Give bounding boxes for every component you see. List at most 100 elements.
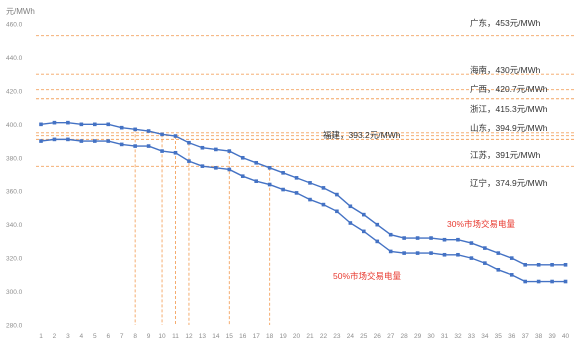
- vertical-markers: [134, 129, 271, 325]
- y-tick-label: 400.0: [6, 122, 23, 129]
- data-point: [469, 241, 474, 245]
- reference-label: 海南，430元/MWh: [470, 65, 541, 75]
- series-line: [40, 138, 566, 283]
- data-point: [200, 145, 205, 150]
- y-tick-label: 460.0: [6, 22, 23, 29]
- y-axis-label: 元/MWh: [6, 7, 35, 16]
- data-point: [146, 144, 151, 148]
- data-point: [254, 179, 258, 183]
- x-tick-label: 25: [360, 333, 368, 340]
- reference-label: 江苏，391元/MWh: [470, 150, 541, 160]
- data-point: [523, 279, 527, 284]
- data-point: [294, 191, 299, 195]
- x-tick-label: 39: [548, 333, 556, 340]
- data-point: [496, 251, 501, 255]
- data-point: [563, 279, 568, 284]
- data-point: [187, 140, 191, 145]
- data-point: [536, 263, 541, 267]
- data-point: [348, 204, 353, 209]
- x-tick-label: 19: [279, 333, 287, 340]
- data-point: [52, 137, 57, 142]
- data-point: [267, 166, 272, 170]
- x-tick-label: 5: [93, 333, 97, 340]
- x-tick-label: 32: [454, 333, 462, 340]
- data-point: [335, 192, 339, 197]
- data-point: [214, 147, 218, 152]
- x-tick-label: 22: [320, 333, 328, 340]
- data-point: [79, 139, 84, 143]
- data-point: [456, 237, 460, 242]
- x-tick-label: 30: [427, 333, 435, 340]
- y-tick-label: 300.0: [6, 289, 23, 296]
- data-point: [321, 186, 326, 190]
- x-tick-label: 6: [106, 333, 110, 340]
- data-point: [375, 222, 380, 227]
- x-tick-label: 35: [495, 333, 503, 340]
- data-point: [93, 139, 97, 143]
- x-axis-ticks: 1 2 3 4 5 6 7 8 9 10 11 12 13 14 15 16 17 18 19 20 21 22 23 24 2…: [39, 333, 569, 340]
- data-point: [483, 261, 487, 265]
- series-group: [39, 120, 568, 284]
- data-point: [550, 279, 554, 284]
- reference-label: 浙江，415.3元/MWh: [470, 104, 548, 114]
- x-tick-label: 40: [562, 333, 570, 340]
- data-point: [469, 256, 474, 260]
- y-tick-label: 340.0: [6, 222, 23, 229]
- series-labels: 30%市场交易电量 50%市场交易电量: [333, 219, 516, 281]
- reference-labels: 广东，453元/MWh 海南，430元/MWh 广西，420.7元/MWh 浙江，41…: [323, 18, 548, 188]
- data-point: [509, 273, 514, 277]
- series-line: [40, 121, 566, 266]
- data-point: [442, 252, 447, 257]
- y-tick-label: 360.0: [6, 189, 23, 196]
- y-tick-label: 420.0: [6, 88, 23, 95]
- data-point: [388, 249, 393, 254]
- data-point: [227, 149, 232, 153]
- x-tick-label: 3: [66, 333, 70, 340]
- x-tick-label: 7: [120, 333, 124, 340]
- series-label: 50%市场交易电量: [333, 271, 402, 281]
- data-point: [106, 139, 111, 143]
- x-tick-label: 18: [266, 333, 274, 340]
- x-tick-label: 4: [80, 333, 84, 340]
- x-tick-label: 8: [133, 333, 137, 340]
- data-point: [173, 134, 178, 138]
- x-tick-label: 13: [199, 333, 207, 340]
- data-point: [375, 239, 380, 244]
- data-point: [563, 263, 568, 267]
- data-point: [308, 197, 312, 202]
- x-tick-label: 11: [172, 333, 179, 340]
- data-point: [254, 160, 258, 165]
- reference-label: 山东，394.9元/MWh: [470, 123, 548, 133]
- x-tick-label: 37: [522, 333, 530, 340]
- data-point: [66, 120, 70, 125]
- y-tick-label: 280.0: [6, 323, 23, 330]
- data-point: [133, 144, 137, 148]
- x-tick-label: 26: [374, 333, 382, 340]
- x-tick-label: 16: [239, 333, 247, 340]
- data-point: [66, 137, 70, 142]
- x-tick-label: 34: [481, 333, 489, 340]
- data-point: [281, 187, 285, 192]
- data-point: [79, 122, 84, 127]
- x-tick-label: 9: [147, 333, 151, 340]
- x-tick-label: 24: [347, 333, 355, 340]
- y-tick-label: 320.0: [6, 256, 23, 263]
- reference-label: 广西，420.7元/MWh: [470, 84, 548, 94]
- y-axis-ticks: 280.0 300.0 320.0 340.0 360.0 380.0 400.0 420.0…: [6, 22, 23, 330]
- data-point: [321, 202, 326, 207]
- data-point: [429, 251, 433, 255]
- x-tick-label: 1: [39, 333, 43, 340]
- data-point: [294, 176, 299, 180]
- data-point: [214, 166, 218, 170]
- data-point: [362, 229, 366, 234]
- y-tick-label: 380.0: [6, 155, 23, 162]
- x-tick-label: 10: [158, 333, 166, 340]
- data-point: [281, 171, 285, 175]
- data-point: [483, 246, 487, 250]
- data-point: [402, 251, 406, 255]
- data-point: [267, 182, 272, 187]
- x-tick-label: 12: [185, 333, 193, 340]
- data-point: [536, 279, 541, 284]
- data-point: [388, 232, 393, 237]
